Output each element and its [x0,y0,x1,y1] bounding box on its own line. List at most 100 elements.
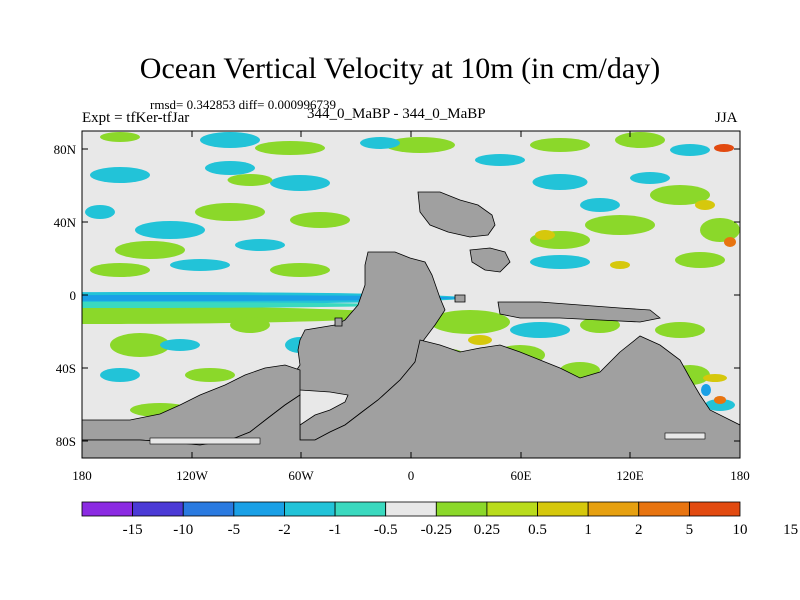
velocity-blob [200,132,260,148]
ice-shelf [149,437,261,445]
velocity-blob [580,198,620,212]
velocity-blob [230,317,270,333]
colorbar-swatch [334,501,387,517]
lat-tick-label: 0 [70,288,77,303]
colorbar-swatch [81,501,134,517]
lat-tick-label: 80N [54,142,77,157]
velocity-blob [475,154,525,166]
velocity-blob [530,255,590,269]
velocity-blob [705,399,735,411]
velocity-blob [195,203,265,221]
velocity-blob [670,144,710,156]
plot-title: Ocean Vertical Velocity at 10m (in cm/da… [139,52,661,85]
lat-tick-label: 40N [54,215,77,230]
velocity-blob [115,241,185,259]
velocity-hotspot [714,396,726,404]
stats-label: rmsd= 0.342853 diff= 0.000996739 [150,97,336,112]
velocity-blob [82,302,400,308]
velocity-blob [90,167,150,183]
map-panel [82,131,740,458]
velocity-blob [227,174,273,186]
velocity-blob [205,161,255,175]
velocity-blob [90,263,150,277]
season-label: JJA [715,110,738,126]
velocity-hotspot [703,374,727,382]
ice-shelf [664,432,706,440]
velocity-blob [385,137,455,153]
velocity-blob [585,215,655,235]
colorbar-swatch [233,501,285,517]
velocity-hotspot [724,237,736,247]
land-polygon [497,301,661,323]
velocity-blob [160,339,200,351]
longitude-axis: 180 120W 60W 0 60E 120E 180 [72,131,750,483]
velocity-blob [630,172,670,184]
colorbar-swatch [587,501,640,517]
lon-tick-label: 60W [288,468,314,483]
experiment-label: Expt = tfKer-tfJar [82,110,190,126]
velocity-blob [100,368,140,382]
colorbar-swatch [486,501,538,517]
velocity-hotspot [468,335,492,345]
velocity-blob [82,306,400,324]
velocity-blob [170,259,230,271]
velocity-hotspot [610,261,630,269]
lon-tick-label: 120E [616,468,644,483]
velocity-blob [135,221,205,239]
colorbar-label: 10 [733,522,748,538]
velocity-blob [530,138,590,152]
latitude-axis: 80N 40N 0 40S 80S [54,142,740,449]
lon-tick-label: 0 [408,468,415,483]
lon-tick-label: 120W [176,468,209,483]
velocity-blob [430,310,510,334]
velocity-blob [580,317,620,333]
velocity-blob [360,137,400,149]
velocity-blob [701,384,711,396]
colorbar-label: -0.5 [374,522,398,538]
land-polygon [469,247,511,273]
land-polygon [454,294,466,303]
velocity-blob [270,175,330,191]
colorbar-label: -10 [173,522,193,538]
land-polygon [417,191,496,238]
velocity-blob [532,174,588,190]
lat-tick-label: 80S [56,434,76,449]
colorbar-label: 1 [584,522,592,538]
colorbar-label: -1 [329,522,342,538]
velocity-blob [185,368,235,382]
velocity-blob [650,185,710,205]
lon-tick-label: 180 [730,468,750,483]
colorbar-swatch [537,501,589,517]
land-polygon [334,317,343,327]
colorbar-label: 15 [783,522,798,538]
colorbar-label: 2 [635,522,643,538]
lon-tick-label: 180 [72,468,92,483]
lat-tick-label: 40S [56,361,76,376]
velocity-blob [675,252,725,268]
colorbar-label: -15 [123,522,143,538]
velocity-blob [655,322,705,338]
velocity-blob [510,322,570,338]
velocity-blob [700,218,740,242]
velocity-hotspot [714,144,734,152]
colorbar-swatch [182,501,235,517]
colorbar-swatch [638,501,690,517]
land-polygon [82,335,740,458]
colorbar-swatch [435,501,488,517]
colorbar-label: -0.25 [421,522,452,538]
colorbar-swatch [688,501,741,517]
velocity-blob [255,141,325,155]
lon-tick-label: 60E [511,468,532,483]
velocity-blob [290,212,350,228]
velocity-hotspot [695,200,715,210]
velocity-blob [615,132,665,148]
land-mass [82,191,740,458]
center-label: 344_0_MaBP - 344_0_MaBP [307,106,486,122]
velocity-blob [110,333,170,357]
colorbar-swatch [385,501,437,517]
colorbar-label: 0.25 [474,522,500,538]
velocity-blob [235,239,285,251]
colorbar-label: -5 [228,522,241,538]
velocity-hotspot [535,230,555,240]
